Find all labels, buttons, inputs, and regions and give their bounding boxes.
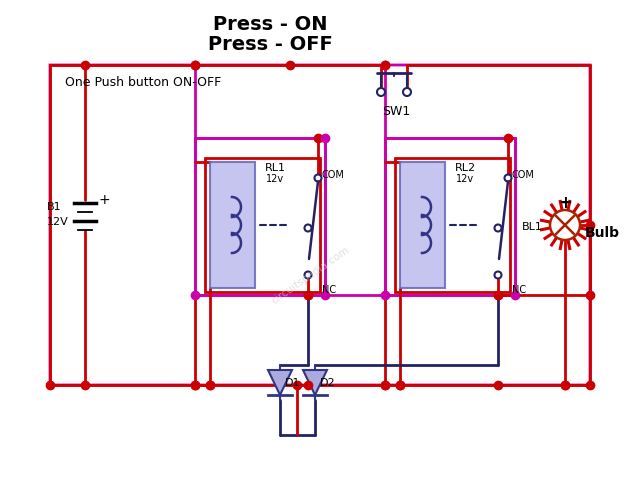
Text: Press - OFF: Press - OFF — [207, 36, 332, 55]
Text: BL1: BL1 — [522, 222, 543, 232]
Text: Press - ON: Press - ON — [212, 15, 327, 35]
Circle shape — [403, 88, 411, 96]
Text: D2: D2 — [320, 378, 335, 388]
Bar — [385, 138, 515, 295]
Text: 12v: 12v — [456, 174, 474, 184]
Circle shape — [504, 175, 511, 181]
Text: +: + — [558, 194, 572, 212]
Text: COM: COM — [512, 170, 535, 180]
Text: +: + — [99, 193, 111, 207]
Bar — [400, 162, 445, 288]
Circle shape — [305, 272, 312, 278]
Polygon shape — [303, 370, 327, 395]
Text: B1: B1 — [47, 202, 61, 212]
Bar — [195, 138, 325, 295]
Text: 12v: 12v — [266, 174, 284, 184]
Text: circuitspedia.com: circuitspedia.com — [269, 244, 351, 306]
Bar — [210, 162, 255, 288]
Circle shape — [495, 225, 502, 231]
Text: One Push button ON-OFF: One Push button ON-OFF — [65, 76, 221, 89]
Text: Bulb: Bulb — [585, 226, 620, 240]
Circle shape — [314, 175, 321, 181]
Text: NC: NC — [322, 285, 336, 295]
Bar — [395, 158, 510, 292]
Polygon shape — [268, 370, 292, 395]
Circle shape — [377, 88, 385, 96]
Text: SW1: SW1 — [382, 105, 410, 118]
Text: RL1: RL1 — [264, 163, 285, 173]
Text: NC: NC — [512, 285, 526, 295]
Text: RL2: RL2 — [454, 163, 476, 173]
Text: COM: COM — [322, 170, 345, 180]
Text: D1: D1 — [285, 378, 301, 388]
Circle shape — [305, 225, 312, 231]
Bar — [205, 158, 320, 292]
Text: 12V: 12V — [47, 217, 68, 227]
Circle shape — [550, 210, 580, 240]
Circle shape — [495, 272, 502, 278]
